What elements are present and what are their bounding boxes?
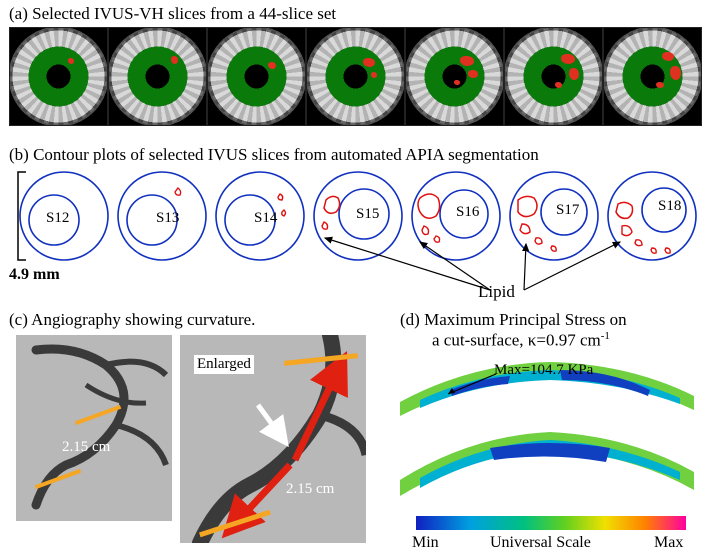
- lipid-label: Lipid: [478, 282, 515, 302]
- distance-value: 2.15 cm: [62, 439, 110, 455]
- contour-svg: [18, 170, 110, 262]
- panel-d-label2-text: a cut-surface, κ=0.97 cm: [432, 331, 601, 350]
- colorbar-min: Min: [412, 534, 439, 552]
- colorbar-max: Max: [654, 534, 683, 552]
- colorbar: [416, 516, 686, 530]
- contour-svg: [508, 170, 600, 262]
- contour-slice: S13: [116, 170, 208, 267]
- contour-slice: S17: [508, 170, 600, 267]
- angio-small-svg: [16, 335, 172, 521]
- panel-d-label-line2: a cut-surface, κ=0.97 cm-1: [432, 330, 610, 351]
- contour-slice: S12: [18, 170, 110, 267]
- angio-small: 2.15 cm: [16, 335, 172, 521]
- panel-a-label: (a) Selected IVUS-VH slices from a 44-sl…: [9, 4, 336, 24]
- distance-text: 2.15 cm: [286, 481, 334, 498]
- contour-svg: [214, 170, 306, 262]
- ivus-slice: [405, 27, 504, 126]
- panel-c-label: (c) Angiography showing curvature.: [9, 310, 255, 330]
- contour-slice: S14: [214, 170, 306, 267]
- contour-row: S12 S13 S14 S15: [18, 170, 698, 267]
- distance-value: 2.15 cm: [286, 481, 334, 497]
- contour-slice: S15: [312, 170, 404, 267]
- ivus-slice: [603, 27, 702, 126]
- contour-slice: S18: [606, 170, 698, 267]
- ivus-slice: [207, 27, 306, 126]
- contour-svg: [606, 170, 698, 262]
- contour-slice: S16: [410, 170, 502, 267]
- ivus-slice: [9, 27, 108, 126]
- ivus-vh-row: [9, 27, 702, 126]
- enlarged-label: Enlarged: [194, 355, 254, 374]
- scale-bracket: [16, 170, 30, 266]
- panel-d-label-line1: (d) Maximum Principal Stress on: [400, 310, 627, 330]
- angio-enlarged: Enlarged 2.15 cm: [180, 335, 366, 543]
- ivus-slice: [306, 27, 405, 126]
- contour-svg: [312, 170, 404, 262]
- ivus-slice: [108, 27, 207, 126]
- colorbar-mid: Universal Scale: [490, 534, 591, 552]
- contour-svg: [410, 170, 502, 262]
- panel-d-label2-sup: -1: [601, 330, 610, 342]
- max-stress-label: Max=104.7 KPa: [494, 362, 593, 379]
- panel-b-label: (b) Contour plots of selected IVUS slice…: [9, 145, 539, 165]
- distance-text: 2.15 cm: [62, 439, 110, 456]
- contour-svg: [116, 170, 208, 262]
- scale-label: 4.9 mm: [9, 266, 60, 284]
- ivus-slice: [504, 27, 603, 126]
